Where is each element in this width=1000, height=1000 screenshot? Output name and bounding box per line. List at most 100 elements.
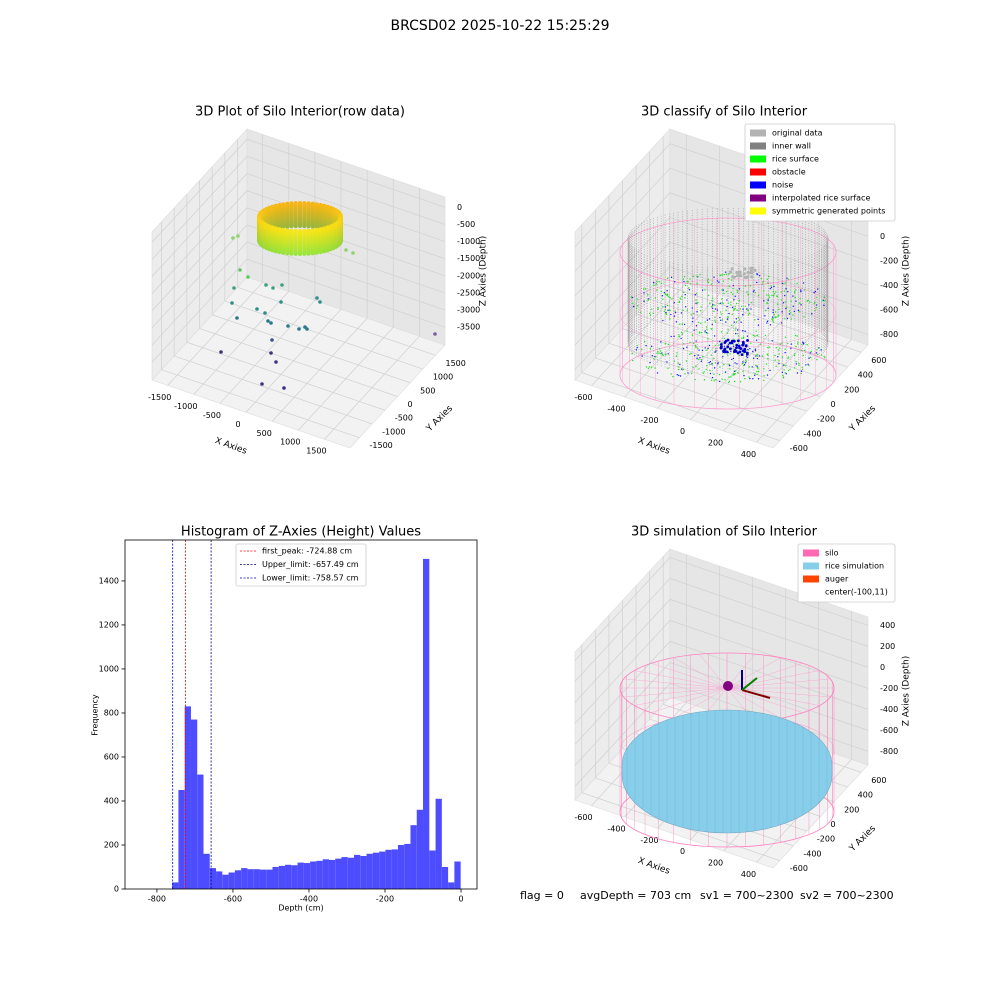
point (755, 339, 758, 341)
point (704, 331, 706, 333)
point (718, 302, 721, 305)
point (793, 354, 796, 357)
point (710, 283, 713, 285)
point (710, 306, 713, 308)
point (749, 269, 754, 273)
point (741, 305, 743, 308)
point (698, 349, 700, 351)
bar (335, 858, 342, 889)
point (735, 343, 739, 347)
point (731, 306, 734, 309)
wire (699, 654, 728, 689)
point (800, 349, 803, 351)
point (662, 354, 664, 357)
point (735, 370, 737, 372)
x-tick-label: -600 (574, 393, 592, 402)
z-tick-label: 400 (880, 621, 895, 630)
point (701, 349, 704, 352)
x-tick-label: 200 (708, 439, 723, 448)
point (286, 324, 290, 328)
point (767, 299, 769, 301)
point (727, 381, 730, 384)
point (753, 268, 757, 272)
point (322, 226, 327, 231)
point (807, 363, 809, 366)
point (772, 294, 775, 297)
grid-line (199, 328, 398, 397)
point (660, 282, 663, 285)
legend-swatch (750, 168, 766, 176)
point (816, 349, 818, 351)
point (715, 348, 717, 350)
y-tick-label: 600 (104, 752, 119, 761)
point (707, 348, 709, 350)
point (787, 278, 790, 280)
point (641, 348, 643, 351)
point (734, 372, 736, 375)
point (761, 355, 764, 357)
grid-line (246, 258, 446, 328)
point (645, 344, 647, 347)
x-axis-label: X Axies (213, 436, 248, 457)
point (719, 316, 721, 319)
point (681, 333, 683, 335)
bar (216, 871, 223, 889)
point (799, 311, 801, 313)
grid-line (246, 173, 446, 242)
point (723, 337, 725, 339)
point (726, 318, 729, 320)
x-axis-label: X Axies (636, 856, 671, 877)
point (641, 355, 643, 357)
point (726, 354, 729, 356)
point (787, 369, 790, 372)
point (707, 278, 709, 280)
point (754, 350, 757, 352)
point (767, 346, 769, 349)
point (720, 331, 723, 333)
point (796, 335, 798, 337)
point (726, 345, 730, 349)
point (669, 309, 671, 312)
point (767, 282, 769, 284)
point (749, 377, 751, 380)
point (651, 345, 653, 348)
grid-line (574, 641, 671, 745)
point (281, 202, 286, 207)
point (681, 368, 683, 370)
point (809, 301, 811, 303)
point (649, 314, 652, 317)
wire (726, 654, 755, 689)
bar (328, 859, 336, 889)
point (285, 201, 290, 206)
point (639, 311, 642, 314)
point (800, 290, 802, 293)
point (705, 326, 708, 328)
point (703, 379, 706, 381)
point (787, 356, 790, 358)
point (713, 373, 715, 375)
point (733, 308, 735, 311)
point (680, 298, 682, 300)
point (273, 226, 278, 231)
grid-line (669, 578, 869, 647)
point (808, 357, 810, 359)
grid-line (151, 241, 248, 346)
grid-line (574, 662, 671, 766)
point (717, 363, 719, 365)
wire (726, 687, 781, 719)
legend-frame (744, 123, 896, 222)
point (696, 311, 698, 313)
point (742, 272, 746, 276)
point (325, 204, 330, 209)
point (678, 368, 680, 371)
point (798, 364, 800, 366)
point (750, 308, 752, 310)
rice-surface (621, 709, 833, 834)
point (659, 350, 662, 352)
grid-line (151, 224, 248, 329)
point (809, 356, 812, 359)
point (732, 343, 735, 345)
z-tick-label: 0 (880, 232, 885, 241)
point (679, 297, 681, 299)
point (810, 350, 812, 353)
